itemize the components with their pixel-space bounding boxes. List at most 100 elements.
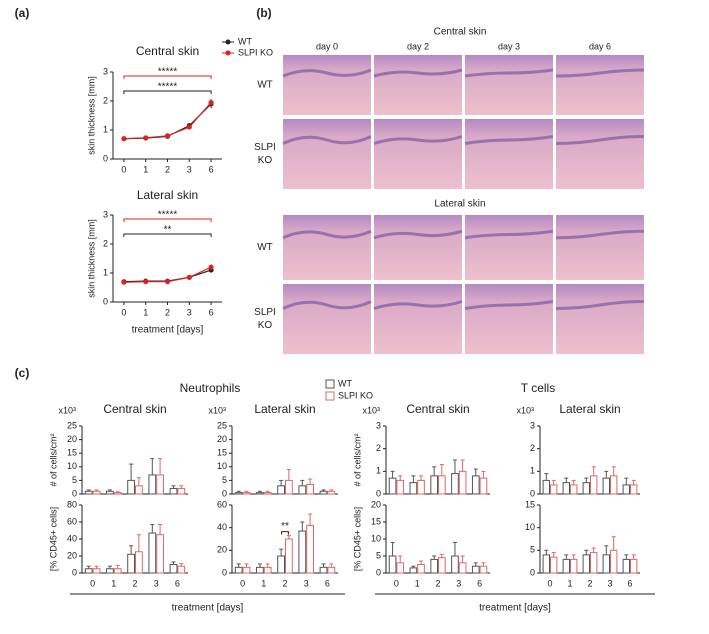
y-tick-label: 0 <box>103 153 108 163</box>
x-tick-label: 0 <box>240 578 245 588</box>
y-tick-label: 60 <box>67 516 77 526</box>
y-tick-label: 20 <box>217 545 227 555</box>
data-point <box>186 124 192 130</box>
bar <box>622 484 630 495</box>
y-tick-label: 0 <box>72 567 77 577</box>
y-tick-label: 10 <box>217 461 227 471</box>
x-tick-label: 6 <box>477 578 482 588</box>
x-tick-label: 2 <box>587 578 592 588</box>
y-tick-label: 2 <box>376 443 381 453</box>
y-tick-label: 20 <box>67 550 77 560</box>
histology-image <box>283 215 371 280</box>
histology-image <box>283 284 371 354</box>
histology-image <box>374 55 462 115</box>
y-axis-label: # of cells/cm² <box>48 433 58 486</box>
significance-label: ***** <box>158 210 178 221</box>
bar <box>298 530 307 574</box>
epidermis <box>282 229 372 240</box>
histology-image <box>556 215 644 280</box>
bar <box>169 564 178 574</box>
significance-label: ** <box>164 225 172 236</box>
chart-title: Lateral skin <box>559 402 620 416</box>
legend-label: SLPI KO <box>238 47 273 57</box>
bar <box>630 558 638 574</box>
section-title: Lateral skin <box>434 199 485 210</box>
y-tick-label: 25 <box>217 420 227 430</box>
y-tick-label: 0 <box>376 567 381 577</box>
legend-marker <box>225 50 231 56</box>
bar <box>582 554 590 574</box>
y-tick-label: 10 <box>67 461 77 471</box>
bar <box>92 568 101 574</box>
bar <box>148 532 157 574</box>
y-tick-label: 40 <box>217 522 227 532</box>
bar <box>479 565 488 574</box>
data-point <box>143 135 149 141</box>
data-point <box>143 279 149 285</box>
significance-label: ***** <box>158 67 178 78</box>
bar <box>542 554 550 574</box>
data-point <box>165 133 170 139</box>
unit-label: x10³ <box>362 405 380 415</box>
x-axis-label: treatment [days] <box>132 325 204 336</box>
bar <box>148 474 157 495</box>
y-tick-label: 10 <box>525 522 535 532</box>
bar <box>417 479 425 495</box>
significance-bracket <box>281 531 289 535</box>
y-tick-label: 20 <box>217 434 227 444</box>
x-tick-label: 3 <box>154 578 159 588</box>
x-tick-label: 1 <box>143 307 148 317</box>
row-label: KO <box>258 320 273 331</box>
y-tick-label: 20 <box>371 499 381 509</box>
bar <box>256 566 264 574</box>
bar <box>622 558 630 574</box>
x-tick-label: 0 <box>394 578 399 588</box>
histology-image <box>465 119 553 189</box>
epidermis <box>373 135 463 145</box>
bar <box>256 492 264 495</box>
bar <box>458 562 467 574</box>
bar <box>542 479 550 495</box>
x-tick-label: 6 <box>325 578 330 588</box>
y-tick-label: 3 <box>376 420 381 430</box>
y-axis-label: # of cells/cm² <box>352 433 362 486</box>
bar <box>610 549 618 574</box>
y-tick-label: 25 <box>67 420 77 430</box>
column-label: day 6 <box>589 41 611 51</box>
y-tick-label: 15 <box>67 448 77 458</box>
x-tick-label: 1 <box>567 578 572 588</box>
bar <box>285 479 293 495</box>
bar <box>582 482 590 495</box>
bar <box>550 556 558 574</box>
y-tick-label: 5 <box>222 475 227 485</box>
chart-title: Lateral skin <box>137 188 198 202</box>
histology-image <box>465 215 553 280</box>
bar <box>113 492 122 495</box>
epidermis <box>373 300 463 310</box>
bar <box>84 568 93 574</box>
y-tick-label: 0 <box>72 488 77 498</box>
bar <box>438 475 446 495</box>
column-label: day 3 <box>498 41 520 51</box>
x-tick-label: 2 <box>132 578 137 588</box>
bar <box>409 482 418 495</box>
y-tick-label: 0 <box>376 488 381 498</box>
bar <box>277 555 286 574</box>
epidermis <box>464 229 554 240</box>
x-tick-label: 3 <box>456 578 461 588</box>
x-tick-label: 3 <box>607 578 612 588</box>
x-axis-label: treatment [days] <box>479 603 551 614</box>
row-label: WT <box>257 80 273 91</box>
x-tick-label: 3 <box>187 164 192 174</box>
histology-image <box>465 284 553 354</box>
x-tick-label: 6 <box>209 307 214 317</box>
chart-title: Central skin <box>406 402 469 416</box>
bar <box>570 484 578 495</box>
y-tick-label: 15 <box>371 516 381 526</box>
bar <box>135 551 143 574</box>
legend-label: SLPI KO <box>338 390 373 400</box>
bar <box>127 479 136 495</box>
bar <box>570 558 578 574</box>
epidermis <box>373 229 463 240</box>
data-point <box>121 136 127 142</box>
